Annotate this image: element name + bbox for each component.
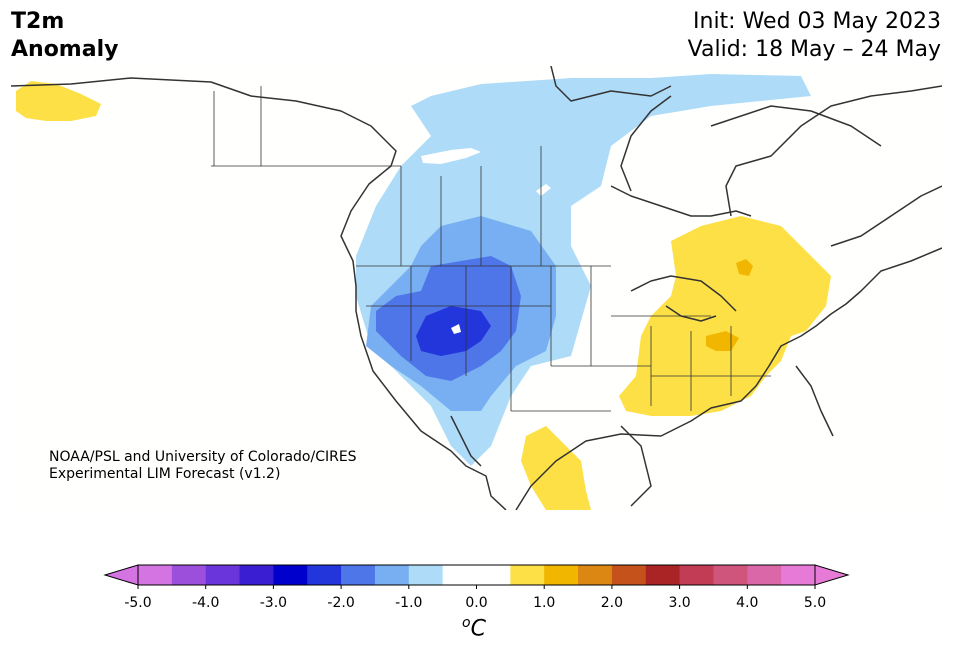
- valid-date: Valid: 18 May – 24 May: [687, 37, 941, 62]
- colorbar-cell: [544, 565, 579, 585]
- colorbar-cell: [442, 565, 477, 585]
- colorbar-graphic: -5.0 -4.0 -3.0 -2.0 -1.0 0.0 1.0 2.0 3.0 4.0 5.0: [103, 564, 850, 611]
- colorbar-cell: [510, 565, 545, 585]
- colorbar-cell: [341, 565, 376, 585]
- colorbar-tick-label: 0.0: [465, 595, 487, 611]
- colorbar-cell: [578, 565, 613, 585]
- colorbar-cell: [374, 565, 410, 585]
- forecast-dates: Init: Wed 03 May 2023 Valid: 18 May – 24…: [688, 8, 941, 64]
- cold-anomaly-shading: [356, 74, 811, 466]
- warm-anomaly-shading: [16, 81, 831, 510]
- colorbar-tick-label: -5.0: [124, 595, 151, 611]
- colorbar-unit-degree: o: [462, 615, 471, 631]
- colorbar-tick-label: 2.0: [601, 595, 623, 611]
- colorbar-cell: [781, 565, 816, 585]
- title-line-1: T2m: [11, 9, 65, 34]
- colorbar-tick-label: -1.0: [395, 595, 422, 611]
- title-line-2: Anomaly: [11, 37, 119, 62]
- init-date: Init: Wed 03 May 2023: [693, 9, 941, 34]
- colorbar-tick-label: 1.0: [533, 595, 555, 611]
- colorbar-cell: [713, 565, 748, 585]
- colorbar-cell: [205, 565, 241, 585]
- colorbar-over-arrow: [814, 564, 850, 586]
- colorbar-cell: [679, 565, 714, 585]
- political-borders: [211, 86, 771, 412]
- colorbar-cell: [408, 565, 444, 585]
- colorbar-cell: [307, 565, 342, 585]
- credit-line-1: NOAA/PSL and University of Colorado/CIRE…: [49, 449, 357, 465]
- colorbar-tick-label: 3.0: [668, 595, 690, 611]
- colorbar-tick-label: -3.0: [260, 595, 287, 611]
- colorbar-tick-label: 4.0: [736, 595, 758, 611]
- colorbar-under-arrow: [103, 564, 139, 586]
- colorbar-cell: [645, 565, 681, 585]
- colorbar-tick-label: 5.0: [804, 595, 826, 611]
- colorbar-cell: [611, 565, 647, 585]
- colorbar-tick-label: -2.0: [327, 595, 354, 611]
- colorbar-unit-base: C: [470, 616, 486, 642]
- credit-line-2: Experimental LIM Forecast (v1.2): [49, 466, 281, 482]
- colorbar-unit: oC: [462, 615, 486, 641]
- colorbar-cell: [239, 565, 274, 585]
- colorbar-cell: [138, 565, 173, 585]
- credit-text: NOAA/PSL and University of Colorado/CIRE…: [49, 449, 357, 483]
- colorbar-cell: [273, 565, 308, 585]
- colorbar-cell: [171, 565, 207, 585]
- map-title: T2m Anomaly: [11, 8, 118, 64]
- colorbar-cell: [476, 565, 511, 585]
- anomaly-map: [11, 66, 942, 510]
- colorbar-tick-label: -4.0: [192, 595, 219, 611]
- colorbar: -5.0 -4.0 -3.0 -2.0 -1.0 0.0 1.0 2.0 3.0 4.0 5.0: [0, 560, 953, 656]
- colorbar-cell: [747, 565, 782, 585]
